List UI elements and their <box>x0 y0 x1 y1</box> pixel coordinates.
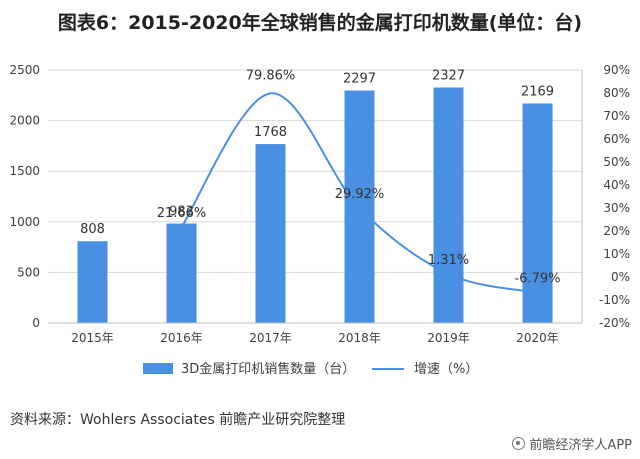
brand-text: 前瞻经济学人APP <box>529 438 632 453</box>
growth-value-label: 79.86% <box>246 68 296 83</box>
y-right-tick-label: 20% <box>603 224 630 238</box>
growth-line-series <box>180 92 538 294</box>
growth-value-label: 29.92% <box>335 187 385 202</box>
legend: 3D金属打印机销售数量（台） 增速（%） <box>143 361 478 377</box>
bar-value-label: 1768 <box>254 125 287 140</box>
y-left-tick-label: 1500 <box>9 164 40 178</box>
y-right-tick-label: 60% <box>603 132 630 146</box>
bar-value-label: 808 <box>80 222 105 237</box>
bar-value-label: 2297 <box>343 72 376 87</box>
x-tick-label: 2016年 <box>160 331 203 345</box>
bar-value-label: 2327 <box>432 69 465 84</box>
chart-title: 图表6：2015-2020年全球销售的金属打印机数量(单位：台) <box>57 12 583 34</box>
y-right-tick-label: -20% <box>599 316 630 330</box>
legend-bar-label: 3D金属打印机销售数量（台） <box>181 361 355 377</box>
x-tick-label: 2015年 <box>71 331 114 345</box>
axes: 0 500 1000 1500 2000 2500 -20% -10% 0% 10% 20% 30% 4… <box>9 63 630 345</box>
brand-badge: 前瞻经济学人APP <box>512 434 632 453</box>
x-tick-label: 2017年 <box>249 331 292 345</box>
y-left-tick-label: 2500 <box>9 63 40 77</box>
chart: 808 983 1768 2297 2327 2169 21.66% 79.86% 29.92%… <box>9 63 630 377</box>
y-left-tick-label: 500 <box>17 265 40 279</box>
y-right-tick-label: -10% <box>599 293 630 307</box>
growth-value-label: 21.66% <box>157 206 207 221</box>
y-right-tick-label: 10% <box>603 247 630 261</box>
y-right-tick-label: 40% <box>603 178 630 192</box>
source-note: 资料来源：Wohlers Associates 前瞻产业研究院整理 <box>10 412 346 428</box>
bar <box>255 144 286 323</box>
y-left-tick-label: 0 <box>32 316 40 330</box>
bar <box>166 223 197 323</box>
bar <box>77 241 108 323</box>
y-right-tick-label: 90% <box>603 63 630 77</box>
legend-line-label: 增速（%） <box>414 362 478 377</box>
bar <box>433 87 464 323</box>
y-left-tick-label: 1000 <box>9 215 40 229</box>
data-labels: 808 983 1768 2297 2327 2169 21.66% 79.86% 29.92%… <box>80 68 560 286</box>
y-right-tick-label: 30% <box>603 201 630 215</box>
gridlines <box>48 69 582 324</box>
y-right-tick-label: 80% <box>603 86 630 100</box>
growth-value-label: 1.31% <box>428 253 469 268</box>
growth-value-label: -6.79% <box>515 272 561 287</box>
brand-logo-icon <box>512 437 526 450</box>
bar-value-label: 983 <box>169 205 194 220</box>
bar-series <box>77 87 553 324</box>
y-right-tick-label: 0% <box>611 270 630 284</box>
bar <box>522 103 553 324</box>
x-tick-label: 2020年 <box>516 331 559 345</box>
y-right-tick-label: 50% <box>603 155 630 169</box>
x-tick-label: 2018年 <box>338 331 381 345</box>
legend-bar-swatch <box>143 363 173 374</box>
x-tick-label: 2019年 <box>427 331 470 345</box>
y-right-tick-label: 70% <box>603 109 630 123</box>
bar-value-label: 2169 <box>521 84 554 99</box>
growth-line <box>180 92 538 294</box>
y-left-tick-label: 2000 <box>9 114 40 128</box>
